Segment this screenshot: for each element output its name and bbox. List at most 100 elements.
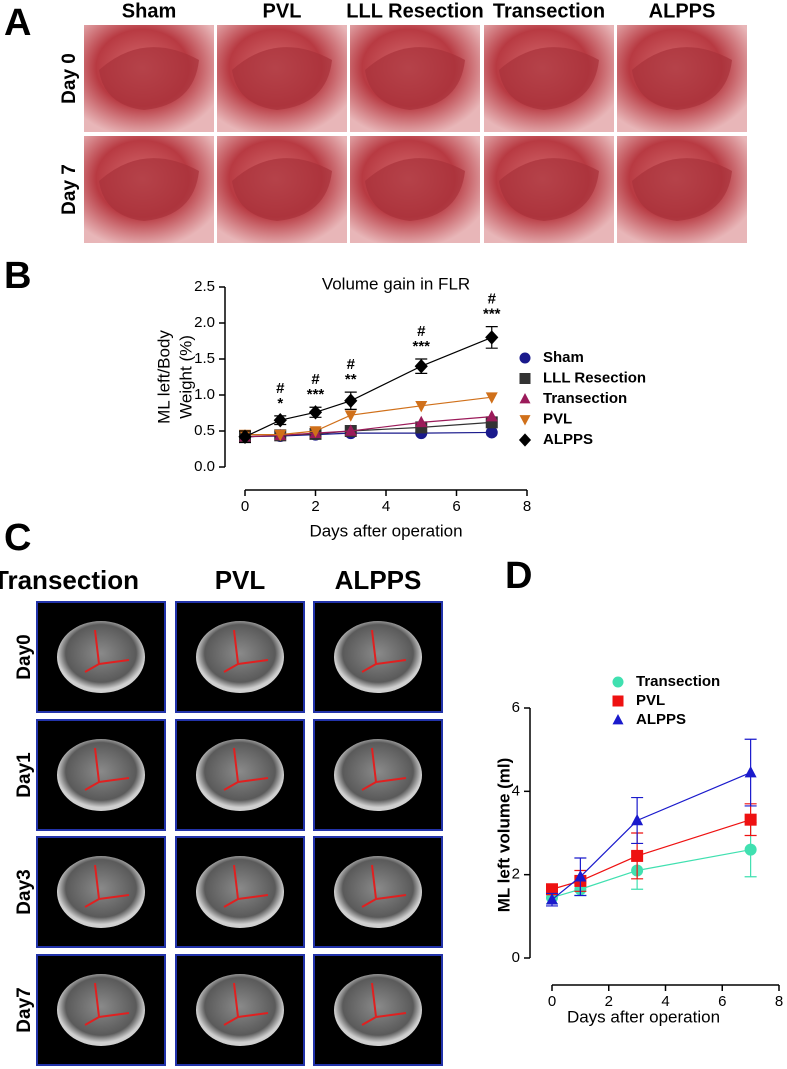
x-tick-label: 6	[718, 993, 726, 1010]
vessel-trace	[223, 864, 269, 908]
mri-body	[57, 739, 145, 811]
x-tick-label: 0	[548, 993, 556, 1010]
marker	[238, 429, 252, 444]
marker	[546, 883, 558, 896]
column-header: LLL Resection	[346, 0, 483, 22]
y-tick-label: 0.5	[194, 422, 215, 439]
panel-label: B	[4, 255, 31, 297]
y-tick-label: 4	[512, 782, 520, 799]
marker	[274, 429, 287, 442]
annotation: **	[345, 371, 357, 388]
x-axis-label: Days after operation	[309, 521, 462, 540]
mri-body	[334, 856, 422, 928]
marker	[344, 393, 358, 408]
y-tick-label: 2.0	[194, 314, 215, 331]
column-header: PVL	[215, 565, 266, 595]
marker	[344, 410, 357, 422]
legend-label: Transection	[636, 673, 720, 690]
x-tick-label: 4	[661, 993, 669, 1010]
row-label: Day 7	[59, 164, 80, 215]
liver-lobe	[499, 158, 599, 221]
chart-title: Volume gain in FLR	[322, 274, 470, 293]
column-header: ALPPS	[649, 0, 716, 22]
legend-label: LLL Resection	[543, 369, 646, 386]
vessel-trace	[361, 629, 407, 673]
row-label: Day7	[14, 987, 35, 1032]
marker	[631, 813, 644, 826]
marker	[344, 424, 357, 436]
legend-label: Sham	[543, 349, 584, 366]
liver-lobe	[99, 158, 199, 221]
vessel-trace	[361, 864, 407, 908]
annotation: #	[311, 371, 320, 388]
marker	[485, 426, 498, 439]
marker	[546, 893, 558, 905]
marker	[415, 401, 428, 413]
column-header: Sham	[122, 0, 176, 22]
marker	[744, 765, 757, 778]
panel-label: D	[505, 555, 532, 597]
panel-label: C	[4, 517, 31, 559]
marker	[485, 330, 499, 345]
column-header: Transection	[493, 0, 605, 22]
x-tick-label: 2	[605, 993, 613, 1010]
legend-marker	[519, 415, 531, 426]
legend-marker	[612, 695, 624, 707]
x-axis-label: Days after operation	[567, 1007, 720, 1026]
column-header: ALPPS	[335, 565, 422, 595]
annotation: #	[347, 356, 356, 373]
liver-lobe	[632, 47, 732, 110]
mri-body	[196, 621, 284, 693]
mri-body	[57, 621, 145, 693]
legend-label: Transection	[543, 390, 627, 407]
series-line	[551, 849, 751, 899]
mri-body	[334, 739, 422, 811]
vessel-trace	[84, 864, 130, 908]
y-tick-label: 2	[512, 866, 520, 883]
mri-body	[196, 856, 284, 928]
marker	[309, 426, 322, 438]
legend-marker	[519, 352, 531, 364]
column-header: Transection	[0, 565, 139, 595]
liver-lobe	[499, 47, 599, 110]
marker	[744, 813, 757, 826]
column-header: PVL	[263, 0, 302, 22]
annotation: #	[488, 291, 497, 308]
y-tick-label: 1.5	[194, 350, 215, 367]
y-axis-label: Weight (%)	[176, 335, 195, 419]
series-line	[245, 396, 492, 436]
vessel-trace	[84, 629, 130, 673]
annotation: ***	[307, 386, 325, 403]
vessel-trace	[223, 747, 269, 791]
marker	[631, 849, 644, 862]
legend-label: PVL	[636, 692, 665, 709]
x-tick-label: 4	[382, 498, 390, 515]
legend-marker	[612, 713, 624, 725]
y-tick-label: 0	[512, 949, 520, 966]
legend-marker	[518, 433, 532, 447]
y-tick-label: 2.5	[194, 278, 215, 295]
marker	[574, 870, 587, 882]
series-line	[244, 416, 492, 438]
x-tick-label: 8	[523, 498, 531, 515]
mri-body	[196, 974, 284, 1046]
liver-lobe	[232, 47, 332, 110]
x-tick-label: 6	[452, 498, 460, 515]
mri-body	[334, 974, 422, 1046]
series-line	[244, 336, 492, 438]
marker	[744, 843, 757, 856]
legend-marker	[612, 676, 624, 688]
mri-body	[57, 974, 145, 1046]
legend-label: ALPPS	[543, 431, 593, 448]
vessel-trace	[361, 747, 407, 791]
marker	[485, 410, 498, 422]
annotation: #	[417, 323, 426, 340]
annotation: *	[277, 395, 283, 412]
annotation: ***	[412, 338, 430, 355]
mri-body	[334, 621, 422, 693]
liver-lobe	[632, 158, 732, 221]
liver-lobe	[232, 158, 332, 221]
legend-label: PVL	[543, 410, 572, 427]
vessel-trace	[223, 629, 269, 673]
